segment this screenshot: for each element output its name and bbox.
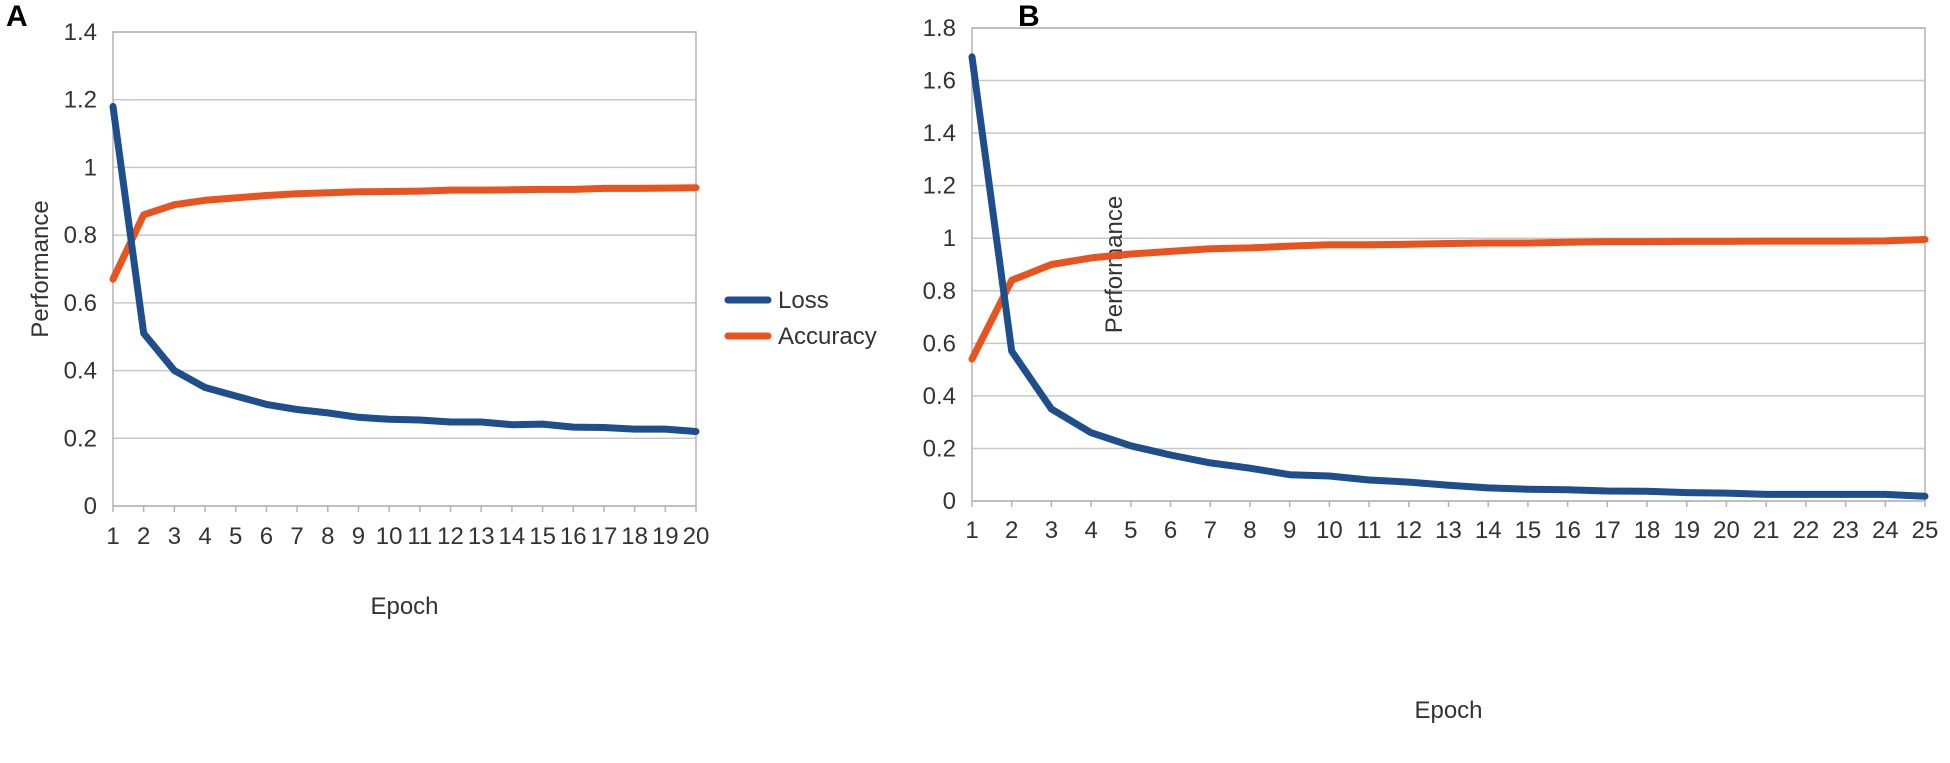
x-tick-label: 6 [1164,517,1177,544]
x-tick-label: 3 [1045,517,1058,544]
x-tick-label: 9 [1283,517,1296,544]
y-tick-label: 1.4 [923,120,956,147]
x-tick-label: 3 [168,523,181,550]
y-tick-label: 1 [943,225,956,252]
y-tick-label: 0.4 [64,358,97,385]
y-tick-label: 0 [943,488,956,515]
x-tick-label: 1 [106,523,119,550]
panel-label-a: A [6,0,28,33]
y-tick-label: 0.6 [923,330,956,357]
x-axis-title: Epoch [370,593,438,620]
x-tick-label: 11 [407,523,432,550]
y-tick-label: 0.2 [923,435,956,462]
x-tick-label: 16 [1554,517,1581,544]
y-tick-label: 1.2 [64,87,97,114]
x-tick-label: 5 [229,523,242,550]
y-tick-label: 0.8 [64,222,97,249]
y-tick-label: 0.2 [64,425,97,452]
x-tick-label: 2 [137,523,150,550]
x-tick-label: 9 [352,523,365,550]
plot-area [112,31,697,507]
x-axis-title: Epoch [1414,697,1482,724]
y-tick-label: 0 [84,493,97,520]
x-tick-label: 4 [198,523,211,550]
x-tick-label: 8 [1243,517,1256,544]
x-tick-label: 15 [529,523,556,550]
series-line-loss [109,103,700,435]
x-tick-label: 10 [1316,517,1343,544]
x-tick-label: 11 [1357,517,1382,544]
x-tick-label: 24 [1872,517,1899,544]
x-tick-label: 22 [1793,517,1820,544]
y-axis-title: Performance [27,200,54,337]
y-axis-title: Performance [1101,196,1128,333]
x-tick-label: 17 [591,523,618,550]
y-tick-label: 1.4 [64,19,97,46]
x-tick-label: 15 [1515,517,1542,544]
x-tick-label: 21 [1753,517,1780,544]
x-tick-label: 5 [1124,517,1137,544]
x-tick-label: 18 [621,523,648,550]
chart-panel-b: B00.20.40.60.811.21.41.61.81 2 3 4 5 6 7 8 9 10 11… [923,0,1939,724]
x-tick-label: 7 [1204,517,1217,544]
x-tick-label: 12 [437,523,464,550]
series-line-accuracy [968,236,1929,363]
x-tick-label: 25 [1912,517,1939,544]
x-tick-label: 10 [376,523,403,550]
y-tick-label: 1.2 [923,173,956,200]
x-tick-label: 20 [683,523,710,550]
series-line-loss [968,53,1929,500]
x-tick-label: 1 [965,517,978,544]
y-tick-label: 0.4 [923,383,956,410]
panel-label-b: B [1018,0,1040,33]
x-tick-label: 2 [1005,517,1018,544]
series-line-accuracy [109,184,700,283]
y-tick-label: 1.8 [923,15,956,42]
legend-label-loss: Loss [778,287,829,314]
x-tick-label: 7 [290,523,303,550]
y-tick-label: 0.8 [923,278,956,305]
x-tick-label: 20 [1713,517,1740,544]
legend-label-accuracy: Accuracy [778,323,877,350]
x-tick-label: 18 [1634,517,1661,544]
x-tick-label: 16 [560,523,587,550]
x-tick-label: 23 [1832,517,1859,544]
y-tick-label: 1.6 [923,68,956,95]
y-tick-label: 0.6 [64,290,97,317]
x-tick-label: 17 [1594,517,1621,544]
y-tick-label: 1 [84,154,97,181]
x-tick-label: 8 [321,523,334,550]
x-tick-label: 19 [1673,517,1700,544]
legend: Loss Accuracy [724,287,877,350]
x-tick-label: 13 [468,523,495,550]
x-tick-label: 19 [652,523,679,550]
x-tick-label: 14 [499,523,526,550]
x-tick-label: 13 [1435,517,1462,544]
chart-panel-a: A00.20.40.60.811.21.41 2 3 4 5 6 7 8 9 10 11 12 13 14… [6,0,709,620]
x-tick-label: 6 [260,523,273,550]
x-tick-label: 4 [1084,517,1097,544]
x-tick-label: 12 [1395,517,1422,544]
x-tick-label: 14 [1475,517,1502,544]
